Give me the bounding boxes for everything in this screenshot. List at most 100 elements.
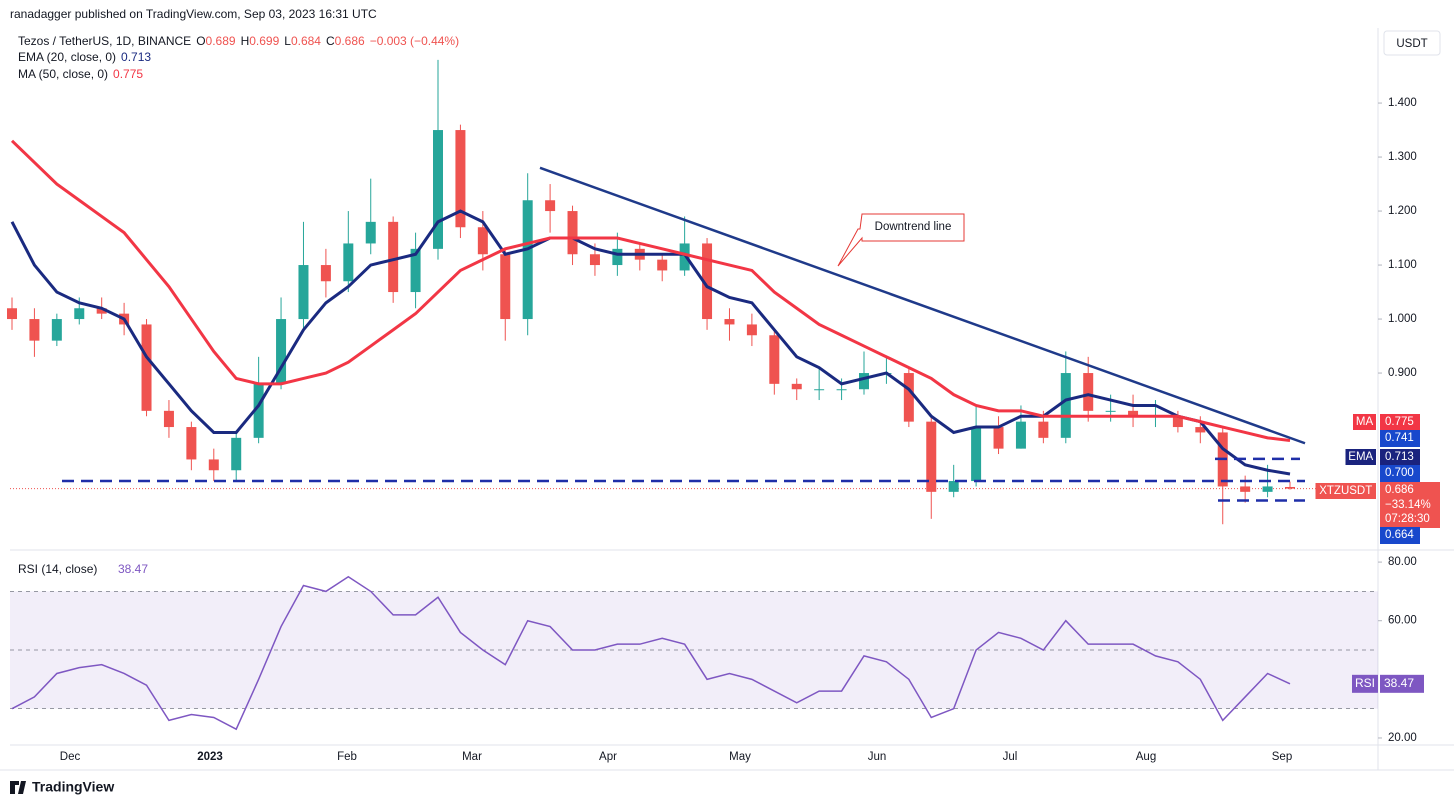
- candle-body: [51, 319, 62, 341]
- candle-body: [545, 200, 556, 212]
- indicator-line: [10, 139, 1291, 443]
- candle-body: [567, 211, 578, 255]
- trendline: [539, 166, 1306, 445]
- candle-body: [74, 308, 85, 320]
- legend-part: H: [241, 34, 250, 48]
- indicator-legend: MA (50, close, 0) 0.775: [18, 67, 143, 81]
- legend-part: Tezos / TetherUS, 1D, BINANCE: [18, 34, 191, 48]
- indicator-line: [10, 209, 1291, 476]
- currency-button[interactable]: [1383, 30, 1441, 56]
- y-tick-label: 20.00: [1388, 732, 1417, 744]
- callout-text: Downtrend line: [875, 221, 952, 233]
- x-tick-label: Jun: [868, 751, 887, 763]
- x-tick-label: Aug: [1136, 751, 1156, 763]
- candle-body: [1060, 373, 1071, 438]
- candle-body: [769, 335, 780, 384]
- axis-tag: EMA: [1348, 451, 1373, 463]
- candle-body: [433, 130, 443, 249]
- rsi-legend: RSI (14, close): [18, 562, 97, 576]
- axis-label-box: [1380, 465, 1420, 482]
- legend-name: EMA (20, close, 0): [18, 50, 116, 64]
- candle-body: [1038, 421, 1049, 438]
- candle-body: [746, 324, 757, 336]
- candle-body: [522, 200, 533, 320]
- x-tick-label: Mar: [462, 751, 482, 763]
- candle-body: [410, 248, 421, 293]
- candle-body: [298, 265, 309, 320]
- candle-body: [1083, 373, 1094, 411]
- callout: [837, 213, 965, 267]
- legend-part: 0.686: [335, 34, 365, 48]
- candle-body: [612, 248, 623, 266]
- y-tick-label: 1.000: [1388, 313, 1417, 325]
- candle-body: [141, 324, 152, 411]
- candle-body: [702, 243, 713, 320]
- axis-label-extra: 07:28:30: [1385, 513, 1430, 525]
- candle-body: [724, 319, 735, 325]
- candle-body: [253, 383, 264, 438]
- candle-body: [7, 308, 17, 320]
- axis-label: 0.686: [1385, 484, 1414, 496]
- axis-label-box: [1380, 449, 1420, 466]
- candle-body: [657, 259, 668, 271]
- rsi-tag-box: [1352, 674, 1378, 693]
- candle-body: [1285, 486, 1295, 489]
- legend-part: O: [196, 34, 205, 48]
- axis-tag-box: [1345, 449, 1376, 465]
- candle-body: [1128, 410, 1139, 417]
- axis-tag-box: [1315, 483, 1376, 499]
- brand: TradingView: [32, 779, 114, 795]
- candle-body: [208, 459, 219, 471]
- candle-body: [186, 427, 197, 460]
- x-tick-label: Dec: [60, 751, 81, 763]
- candle-body: [1172, 416, 1183, 428]
- rsi-tag: RSI: [1355, 676, 1375, 690]
- y-tick-label: 80.00: [1388, 556, 1417, 568]
- candle-body: [320, 265, 331, 282]
- axis-tag-box: [1353, 414, 1376, 430]
- legend-value: 0.713: [121, 50, 151, 64]
- axis-tag: MA: [1356, 416, 1374, 428]
- rsi-value-box: [1380, 674, 1424, 693]
- axis-label: 0.713: [1385, 451, 1414, 463]
- candle-body: [836, 389, 847, 391]
- x-tick-label: Sep: [1272, 751, 1292, 763]
- x-tick-label: Feb: [337, 751, 357, 763]
- candle-body: [231, 437, 242, 471]
- candle-body: [1015, 421, 1026, 449]
- axis-label: 0.775: [1385, 416, 1414, 428]
- y-tick-label: 1.300: [1388, 151, 1417, 163]
- axis-label-box: [1380, 482, 1440, 528]
- legend-part: 0.684: [291, 34, 321, 48]
- candle-body: [926, 421, 937, 492]
- y-tick-label: 1.200: [1388, 205, 1417, 217]
- axis-label: 0.700: [1385, 467, 1414, 479]
- candle-body: [1195, 427, 1206, 433]
- candle-body: [948, 481, 959, 492]
- indicator-legend: EMA (20, close, 0) 0.713: [18, 50, 151, 64]
- title-legend: Tezos / TetherUS, 1D, BINANCE O0.689 H0.69…: [18, 34, 459, 48]
- y-tick-label: 1.400: [1388, 97, 1417, 109]
- x-tick-label: Apr: [599, 751, 617, 763]
- candle-body: [859, 373, 869, 390]
- axis-tag: XTZUSDT: [1319, 485, 1372, 497]
- axis-label: 0.664: [1385, 529, 1414, 541]
- candle-body: [365, 221, 376, 244]
- legend-part: 0.699: [249, 34, 279, 48]
- candle-body: [993, 427, 1004, 449]
- y-tick-label: 1.100: [1388, 259, 1417, 271]
- legend-part: C: [326, 34, 335, 48]
- candle-body: [1105, 410, 1116, 412]
- candle-body: [500, 254, 511, 320]
- candle-body: [96, 308, 107, 314]
- axis-label: 0.741: [1385, 432, 1414, 444]
- rsi-line: [11, 575, 1291, 731]
- candle-body: [388, 221, 399, 293]
- candle-body: [29, 319, 40, 341]
- candle-body: [455, 130, 466, 228]
- candle-body: [477, 227, 488, 255]
- candle-body: [971, 427, 982, 482]
- candle-body: [679, 243, 690, 271]
- currency[interactable]: USDT: [1396, 38, 1427, 50]
- axis-label-box: [1380, 414, 1420, 431]
